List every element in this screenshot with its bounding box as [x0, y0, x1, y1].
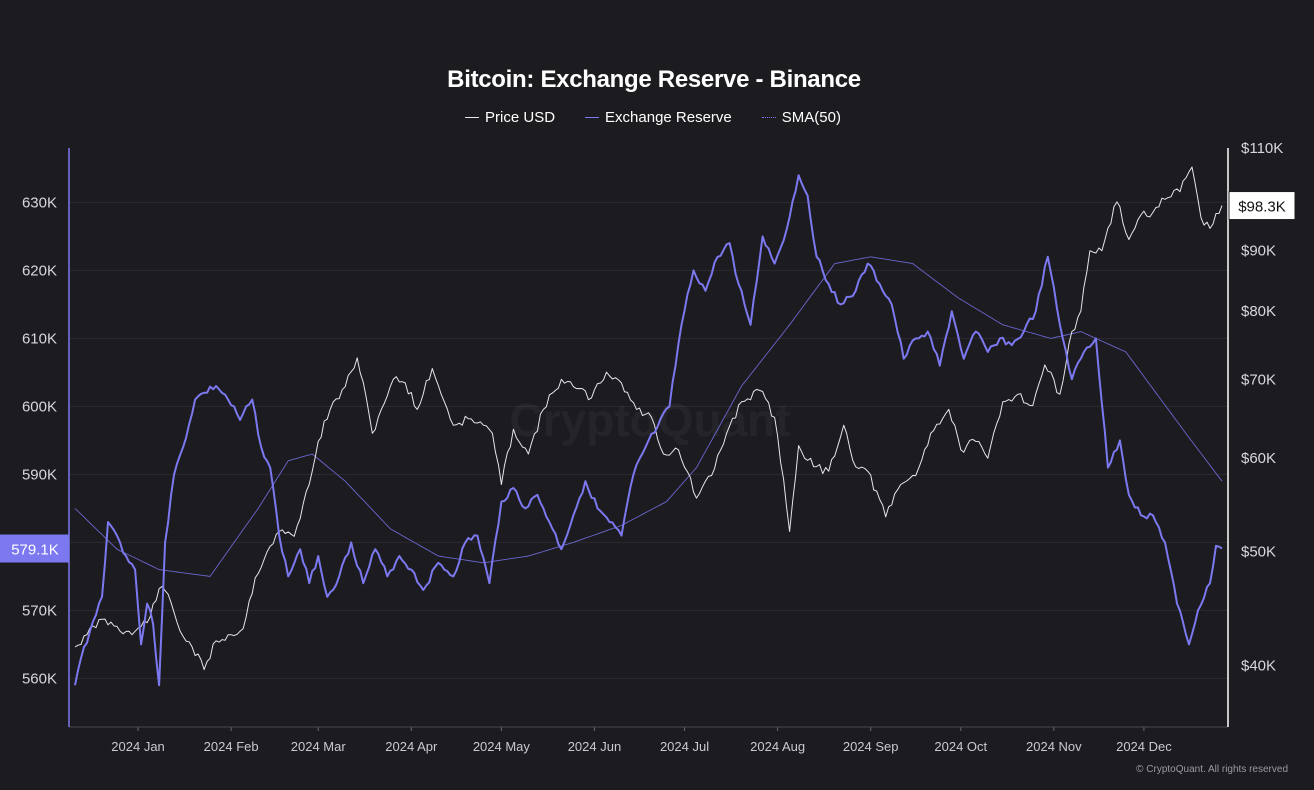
x-tick-label: 2024 Sep	[843, 739, 899, 754]
y-left-tick-label: 620K	[22, 262, 57, 279]
series-line-price-usd	[74, 166, 1223, 671]
y-left-tick-label: 600K	[22, 398, 57, 415]
series-line-sma50	[74, 256, 1223, 577]
y-right-tick-label: $80K	[1241, 303, 1276, 320]
chart-title: Bitcoin: Exchange Reserve - Binance	[447, 66, 861, 93]
legend-item-reserve[interactable]: Exchange Reserve	[585, 109, 732, 126]
legend-item-price[interactable]: Price USD	[465, 109, 555, 126]
legend-swatch-reserve	[585, 117, 600, 118]
series-layer	[74, 166, 1223, 687]
copyright-credit: © CryptoQuant. All rights reserved	[1136, 764, 1288, 775]
x-tick-label: 2024 Jan	[111, 739, 165, 754]
y-right-tick-label: $40K	[1241, 658, 1276, 675]
legend-label-price: Price USD	[485, 109, 556, 126]
x-tick-label: 2024 Nov	[1026, 739, 1082, 754]
x-tick-label: 2024 Jul	[660, 739, 709, 754]
x-tick-label: 2024 Feb	[204, 739, 259, 754]
x-tick-label: 2024 Dec	[1116, 739, 1172, 754]
x-tick-label: 2024 Mar	[291, 739, 347, 754]
series-line-exchange-reserve	[74, 174, 1223, 687]
y-left-tick-label: 560K	[22, 670, 57, 687]
legend-label-sma: SMA(50)	[781, 109, 841, 126]
legend-label-reserve: Exchange Reserve	[605, 109, 732, 126]
x-tick-label: 2024 Aug	[750, 739, 805, 754]
legend-swatch-price	[465, 117, 480, 118]
y-right-tick-label: $70K	[1241, 371, 1276, 388]
price-current-label: $98.3K	[1238, 199, 1286, 216]
axes: 560K570K580K590K600K610K620K630K$40K$50K…	[0, 140, 1296, 754]
y-left-tick-label: 630K	[22, 194, 57, 211]
reserve-current-badge	[0, 534, 69, 563]
grid-lines	[69, 201, 1228, 679]
x-tick-label: 2024 Jun	[568, 739, 622, 754]
legend-item-sma[interactable]: SMA(50)	[761, 109, 841, 126]
legend: Price USD Exchange Reserve SMA(50)	[0, 109, 1306, 126]
y-right-tick-label: $90K	[1241, 243, 1276, 260]
price-current-badge	[1228, 191, 1296, 221]
x-tick-label: 2024 Oct	[934, 739, 987, 754]
reserve-current-label: 579.1K	[11, 542, 59, 559]
x-tick-label: 2024 May	[473, 739, 531, 754]
legend-swatch-sma	[761, 117, 776, 118]
y-right-tick-label: $50K	[1241, 544, 1276, 561]
y-left-tick-label: 570K	[22, 602, 57, 619]
y-left-tick-label: 590K	[22, 466, 57, 483]
y-right-tick-label: $110K	[1241, 140, 1283, 157]
x-tick-label: 2024 Apr	[385, 739, 438, 754]
y-left-tick-label: 610K	[22, 330, 57, 347]
y-right-tick-label: $60K	[1241, 450, 1276, 467]
